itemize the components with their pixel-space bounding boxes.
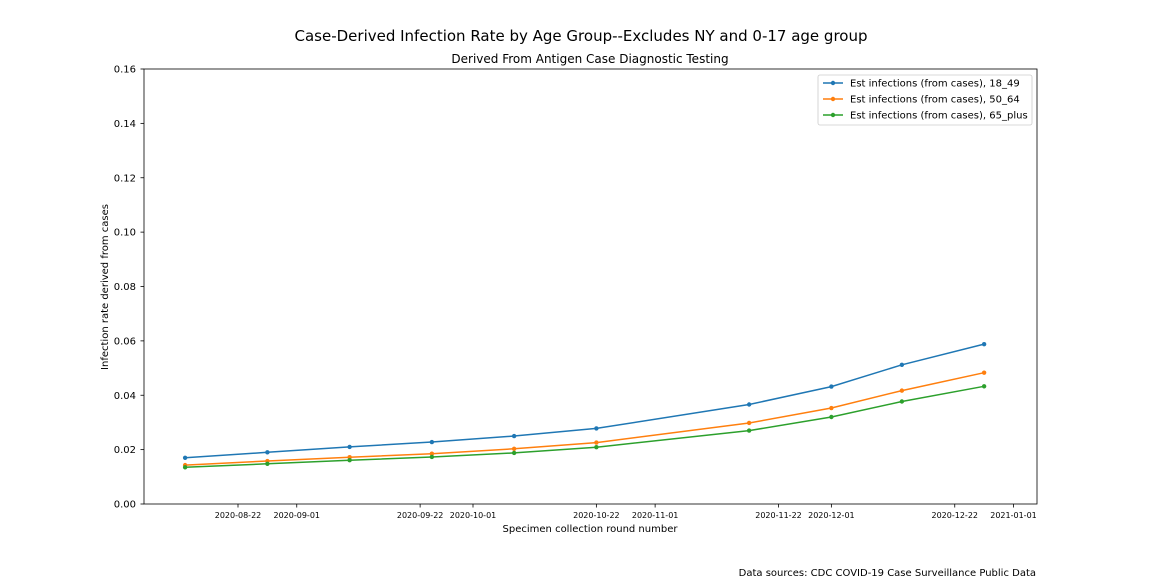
x-axis-label: Specimen collection round number [503,524,679,535]
legend-marker [830,112,836,118]
plot-area: 0.00 0.02 0.04 0.06 0.08 0.10 0.12 0.14 0.16 2020… [114,65,1038,520]
data-point [429,454,435,460]
data-point [265,461,270,466]
y-tick-label: 0.04 [114,391,136,402]
legend-box [817,74,1033,126]
y-tick-label: 0.16 [114,65,136,76]
data-point [429,451,435,456]
x-tick-label: 2020-09-01 [274,511,321,520]
y-tick-label: 0.10 [114,228,136,239]
data-point [981,370,987,375]
legend-entry-2: Est infections (from cases), 65_plus [850,111,1028,122]
legend-entry-0: Est infections (from cases), 18_49 [850,79,1020,90]
legend-entry-1: Est infections (from cases), 50_64 [850,95,1020,106]
data-point [511,433,517,439]
series-line-1 [185,371,985,466]
data-point [899,362,905,367]
data-point [829,405,834,411]
x-tick-label: 2020-08-22 [215,511,262,520]
series-line-2 [185,385,985,469]
data-point [182,455,188,460]
y-tick-label: 0.06 [114,336,136,347]
y-tick-label: 0.02 [114,445,136,456]
data-point [829,384,834,389]
y-tick-label: 0.14 [114,119,136,130]
data-point [347,444,352,450]
data-point [594,440,599,445]
data-point [746,402,752,407]
data-sources-note: Data sources: CDC COVID-19 Case Surveill… [739,568,1036,576]
x-tick-label: 2020-11-01 [632,511,679,520]
data-point [829,414,834,420]
data-point [182,465,188,470]
data-point [594,444,599,450]
y-tick-label: 0.12 [114,173,136,184]
x-tick-label: 2020-11-22 [755,511,802,520]
y-axis-label: Infection rate derived from cases [100,204,111,370]
y-tick-label: 0.08 [114,282,136,293]
data-point [594,426,599,431]
data-point [746,428,752,433]
x-tick-label: 2020-09-22 [397,511,444,520]
data-point [511,450,517,456]
x-tick-label: 2020-10-01 [450,511,497,520]
y-tick-label: 0.00 [114,500,136,511]
series-line-0 [185,343,985,459]
data-point [511,446,517,452]
data-point [746,420,752,426]
data-point [265,450,270,455]
data-point [981,341,987,347]
data-point [899,388,905,393]
legend: Est infections (from cases), 18_49 Est in… [817,74,1033,126]
data-point [899,399,905,404]
data-point [981,384,987,389]
x-tick-label: 2020-12-22 [932,511,979,520]
chart-subtitle: Derived From Antigen Case Diagnostic Tes… [451,52,728,66]
legend-marker [830,96,836,102]
legend-marker [830,80,836,86]
axes-frame [143,68,1038,505]
x-tick-label: 2020-10-22 [573,511,620,520]
data-point [347,458,352,463]
x-tick-label: 2020-12-01 [808,511,855,520]
chart-title: Case-Derived Infection Rate by Age Group… [295,27,868,45]
x-tick-label: 2021-01-01 [990,511,1037,520]
data-point [429,439,435,445]
